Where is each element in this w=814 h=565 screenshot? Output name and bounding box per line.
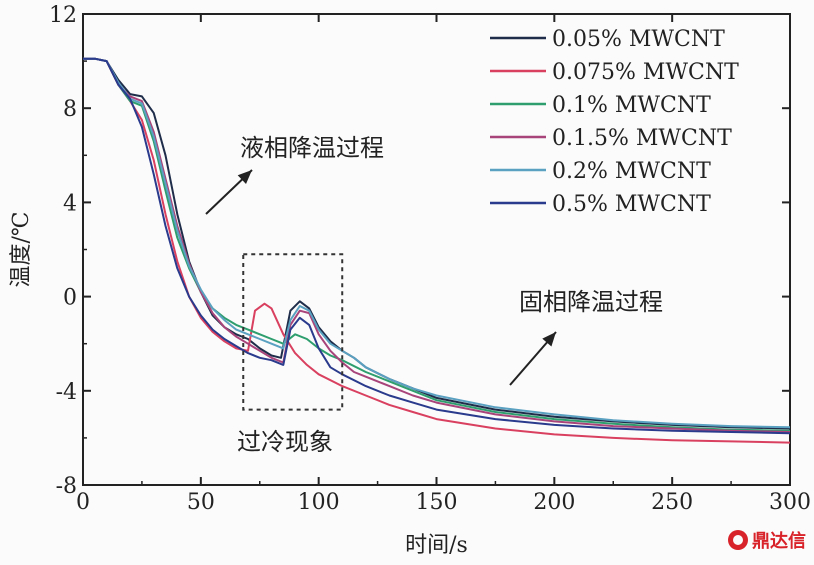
logo-icon [728,530,748,550]
legend-label: 0.1.5% MWCNT [552,126,732,151]
series-line [83,57,791,429]
y-tick-label: -4 [56,380,77,405]
liquid-phase-annotation: 液相降温过程 [240,134,384,162]
supercooling-annotation: 过冷现象 [237,428,333,456]
liquid-phase-arrow-head [237,170,252,184]
series-layer [83,57,791,444]
supercooling-box [242,253,344,411]
series-line [83,57,791,444]
y-tick-label: -8 [56,474,77,499]
x-tick-label: 50 [187,490,215,515]
y-tick-label: 8 [63,97,77,122]
legend-label: 0.5% MWCNT [552,192,711,217]
x-tick-label: 200 [533,490,575,515]
y-tick-label: 4 [63,191,77,216]
x-tick-label: 300 [769,490,811,515]
x-axis-label: 时间/s [405,533,468,558]
legend-label: 0.2% MWCNT [552,159,711,184]
legend-label: 0.05% MWCNT [552,27,725,52]
axes: 0 50 100 150 200 250 300 -8 -4 0 4 8 12 [49,3,811,515]
solid-phase-annotation: 固相降温过程 [519,288,663,316]
x-tick-label: 0 [76,490,90,515]
legend: 0.05% MWCNT 0.075% MWCNT 0.1% MWCNT 0.1.5% … [490,27,739,217]
series-line [83,57,791,430]
x-tick-label: 150 [416,490,458,515]
x-tick-label: 100 [298,490,340,515]
annotations: 液相降温过程 固相降温过程 过冷现象 [205,134,663,456]
y-tick-label: 0 [63,286,77,311]
y-tick-label: 12 [49,3,77,28]
legend-label: 0.1% MWCNT [552,93,711,118]
watermark-logo: 鼎达信 [728,527,806,553]
legend-label: 0.075% MWCNT [552,60,739,85]
y-axis-label: 温度/℃ [9,211,34,287]
series-line [83,57,791,435]
x-tick-label: 250 [651,490,693,515]
solid-phase-arrow-head [542,332,556,347]
watermark-text: 鼎达信 [752,531,806,552]
series-line [83,57,791,432]
